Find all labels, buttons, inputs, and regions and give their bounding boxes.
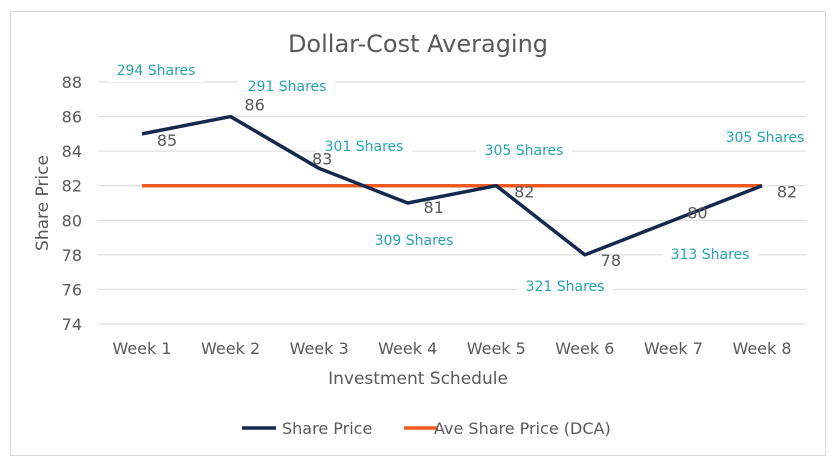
y-tick-label: 88 [62, 73, 82, 92]
shares-annotation: 291 Shares [248, 79, 327, 95]
legend-label: Ave Share Price (DCA) [434, 419, 611, 438]
annotation-background [476, 138, 572, 162]
shares-annotation: 305 Shares [485, 143, 564, 159]
data-label: 85 [157, 131, 177, 150]
shares-annotation: 305 Shares [726, 130, 805, 146]
annotation-background [517, 274, 613, 298]
x-tick-label: Week 3 [290, 339, 349, 358]
x-tick-label: Week 4 [378, 339, 437, 358]
y-tick-label: 86 [62, 108, 82, 127]
shares-annotation: 313 Shares [671, 247, 750, 263]
data-label: 81 [424, 198, 444, 217]
x-tick-label: Week 7 [644, 339, 703, 358]
legend-label: Share Price [282, 419, 372, 438]
annotation-background [316, 134, 412, 158]
y-tick-label: 84 [62, 142, 82, 161]
annotation-background [108, 58, 204, 82]
annotation-background [239, 74, 335, 98]
x-tick-label: Week 2 [201, 339, 260, 358]
y-tick-label: 76 [62, 280, 82, 299]
shares-annotation: 309 Shares [375, 233, 454, 249]
x-tick-label: Week 5 [467, 339, 526, 358]
x-tick-label: Week 1 [112, 339, 171, 358]
shares-annotation: 301 Shares [325, 139, 404, 155]
data-label: 83 [312, 149, 332, 168]
data-label: 82 [777, 183, 797, 202]
chart-title: Dollar-Cost Averaging [288, 30, 548, 58]
y-tick-label: 80 [62, 211, 82, 230]
y-tick-label: 82 [62, 177, 82, 196]
x-axis-title: Investment Schedule [328, 369, 508, 389]
annotation-background [366, 228, 462, 252]
annotation-background [662, 242, 758, 266]
y-tick-label: 78 [62, 246, 82, 265]
x-tick-label: Week 8 [732, 339, 791, 358]
series-line-share-price [141, 114, 763, 257]
x-tick-label: Week 6 [555, 339, 614, 358]
shares-annotation: 321 Shares [526, 279, 605, 295]
annotation-background [717, 125, 813, 149]
data-label: 78 [601, 251, 621, 270]
shares-annotation: 294 Shares [117, 63, 196, 79]
data-label: 86 [244, 96, 264, 115]
y-axis-title: Share Price [33, 155, 53, 251]
data-label: 82 [514, 183, 534, 202]
data-label: 80 [687, 203, 707, 222]
y-tick-label: 74 [62, 315, 82, 334]
